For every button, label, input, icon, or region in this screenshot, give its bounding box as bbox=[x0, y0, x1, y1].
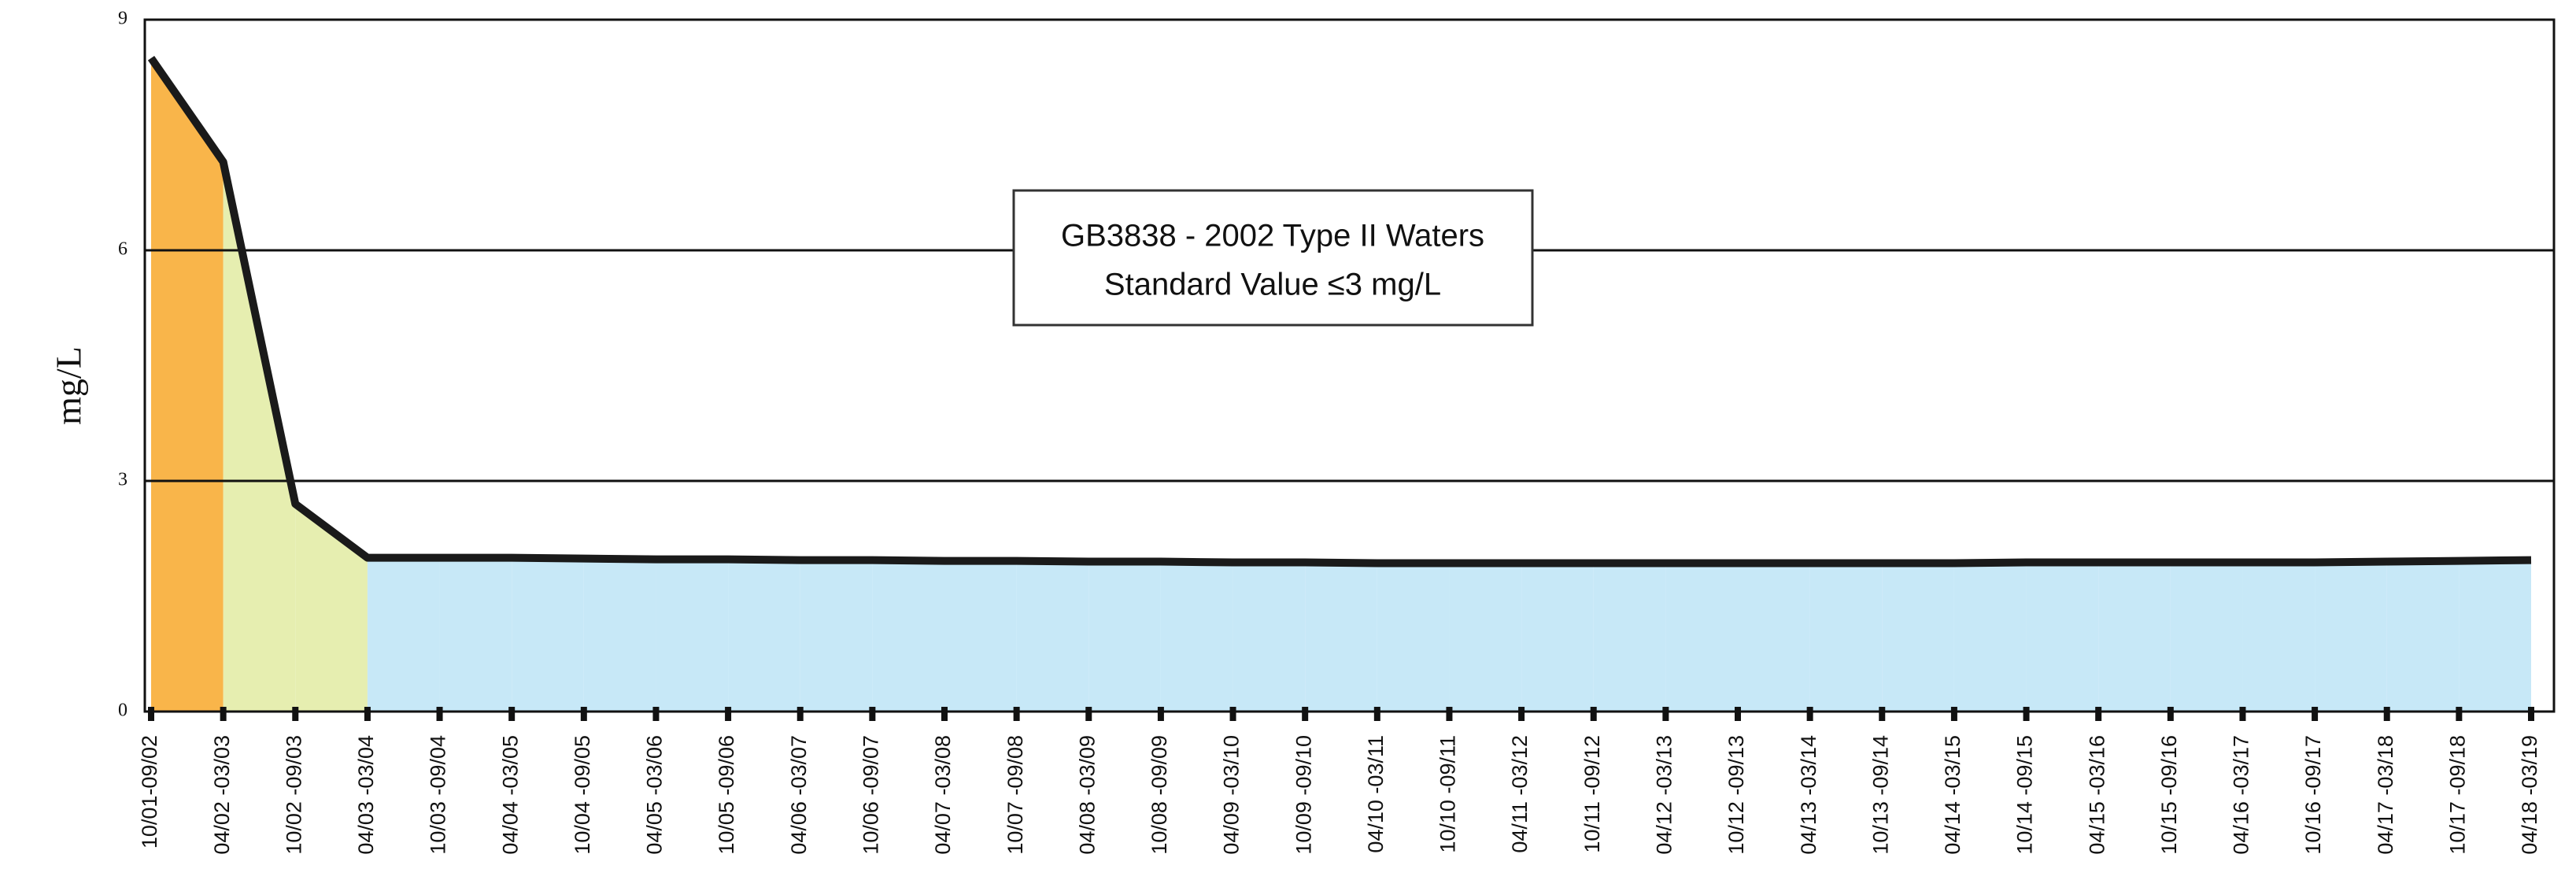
x-tick-label: 10/11 -09/12 bbox=[1580, 735, 1604, 853]
area-segment bbox=[1521, 563, 1594, 712]
area-segment bbox=[1160, 561, 1233, 712]
area-segment bbox=[295, 504, 368, 712]
x-tick-label: 10/07 -09/08 bbox=[1003, 735, 1027, 855]
x-tick-label: 04/07 -03/08 bbox=[931, 735, 955, 855]
y-tick-label: 3 bbox=[118, 470, 128, 490]
x-tick-label: 10/02 -09/03 bbox=[282, 735, 305, 855]
area-segment bbox=[1449, 563, 1522, 712]
area-segment bbox=[2170, 562, 2243, 712]
area-segment bbox=[2242, 562, 2315, 712]
x-tick-label: 04/06 -03/07 bbox=[787, 735, 811, 855]
area-segment bbox=[223, 161, 296, 712]
y-tick-label: 9 bbox=[118, 9, 128, 29]
x-tick-label: 04/08 -03/09 bbox=[1075, 735, 1099, 855]
x-tick-label: 04/15 -03/16 bbox=[2085, 735, 2108, 855]
x-tick-label: 10/01-09/02 bbox=[138, 735, 161, 848]
y-axis-label: mg/L bbox=[49, 346, 89, 425]
annotation-text: GB3838 - 2002 Type II Waters bbox=[1061, 219, 1484, 253]
area-segment bbox=[1377, 563, 1450, 712]
x-tick-label: 04/13 -03/14 bbox=[1797, 735, 1820, 855]
area-segment bbox=[583, 558, 656, 712]
area-segment bbox=[800, 560, 873, 712]
y-tick-label: 0 bbox=[118, 701, 128, 721]
x-tick-label: 10/16 -09/17 bbox=[2301, 735, 2325, 855]
x-tick-label: 04/17 -03/18 bbox=[2374, 735, 2397, 855]
area-segment bbox=[2459, 560, 2531, 712]
x-tick-label: 04/14 -03/15 bbox=[1941, 735, 1964, 855]
area-segment bbox=[512, 557, 584, 712]
area-segment bbox=[1088, 561, 1161, 712]
x-tick-label: 04/09 -03/10 bbox=[1220, 735, 1244, 855]
area-segment bbox=[656, 559, 729, 712]
area-segment bbox=[944, 560, 1017, 712]
x-tick-label: 04/03 -03/04 bbox=[354, 735, 378, 855]
x-tick-label: 04/02 -03/03 bbox=[210, 735, 234, 855]
data-line bbox=[147, 55, 2532, 568]
area-segment bbox=[1953, 562, 2027, 712]
area-segment bbox=[2315, 561, 2387, 712]
area-segment bbox=[367, 557, 440, 712]
x-tick-label: 04/10 -03/11 bbox=[1364, 735, 1388, 853]
x-tick-label: 10/15 -09/16 bbox=[2157, 735, 2181, 855]
x-tick-label: 10/03 -09/04 bbox=[427, 735, 450, 855]
x-tick-label: 10/09 -09/10 bbox=[1292, 735, 1315, 855]
y-tick-label: 6 bbox=[118, 239, 128, 260]
area-segment bbox=[1016, 560, 1089, 712]
x-tick-label: 10/17 -09/18 bbox=[2445, 735, 2469, 855]
area-segment bbox=[151, 57, 224, 712]
x-tick-label: 04/18 -03/19 bbox=[2518, 735, 2541, 855]
area-segment bbox=[439, 557, 512, 712]
annotation-text: Standard Value ≤3 mg/L bbox=[1104, 268, 1441, 302]
x-tick-label: 10/08 -09/09 bbox=[1148, 735, 1171, 855]
x-tick-label: 04/16 -03/17 bbox=[2230, 735, 2253, 855]
x-tick-label: 10/13 -09/14 bbox=[1868, 735, 1892, 855]
area-segment bbox=[1305, 562, 1377, 712]
x-tick-label: 10/04 -09/05 bbox=[571, 735, 594, 855]
area-segment bbox=[872, 560, 944, 712]
annotation-box bbox=[1012, 189, 1534, 327]
x-tick-label: 04/11 -03/12 bbox=[1508, 735, 1532, 853]
x-tick-label: 10/12 -09/13 bbox=[1724, 735, 1748, 855]
x-tick-label: 10/05 -09/06 bbox=[715, 735, 738, 855]
area-segment bbox=[1738, 563, 1810, 712]
x-tick-label: 04/12 -03/13 bbox=[1652, 735, 1676, 855]
area-segment bbox=[728, 559, 800, 712]
area-segment bbox=[1882, 563, 1954, 712]
area-segment bbox=[1233, 562, 1306, 712]
x-tick-label: 10/10 -09/11 bbox=[1436, 735, 1460, 853]
x-tick-label: 10/06 -09/07 bbox=[859, 735, 882, 855]
area-segment bbox=[2098, 562, 2171, 712]
plot-frame bbox=[143, 18, 2556, 713]
x-tick-label: 04/05 -03/06 bbox=[643, 735, 667, 855]
x-tick-label: 10/14 -09/15 bbox=[2013, 735, 2037, 855]
area-segment bbox=[1809, 563, 1883, 712]
area-segment bbox=[2026, 562, 2099, 712]
area-segment bbox=[1593, 563, 1666, 712]
area-segment bbox=[1665, 563, 1738, 712]
area-segment bbox=[2386, 560, 2460, 712]
x-tick-label: 04/04 -03/05 bbox=[498, 735, 522, 855]
